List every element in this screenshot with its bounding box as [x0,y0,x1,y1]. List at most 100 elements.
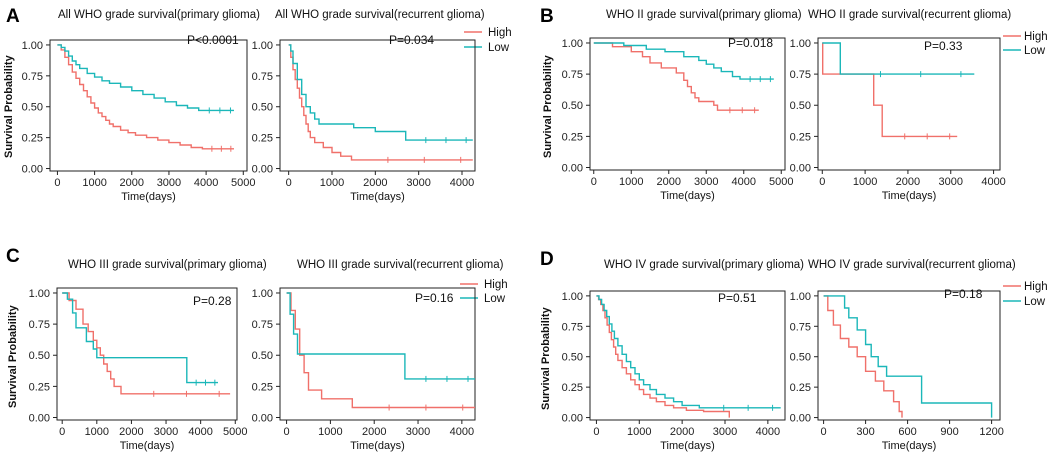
x-tick-label: 0 [591,176,597,188]
x-tick-label: 0 [821,426,827,438]
y-tick-label: 0.25 [790,131,811,143]
y-tick-label: 1.00 [562,291,583,303]
y-tick-label: 0.75 [22,71,43,83]
legend-b-low-label: Low [1024,45,1046,57]
y-tick-label: 1.00 [29,288,50,300]
y-tick-label: 0.50 [22,102,43,114]
chart-title-d2: WHO IV grade survival(recurrent glioma) [808,259,1016,271]
x-tick-label: 2000 [896,176,920,188]
x-axis-label-d1: Time(days) [660,440,715,452]
y-tick-label: 0.75 [562,69,583,81]
legend-d-low-label: Low [1024,296,1046,308]
km-curve-low-d1 [596,295,781,409]
y-tick-label: 0.25 [252,133,273,145]
x-tick-label: 4000 [756,426,780,438]
y-tick-label: 1.00 [252,288,273,300]
plot-frame-b1 [589,37,786,171]
chart-title-a2: All WHO grade survival(recurrent glioma) [275,9,485,21]
y-tick-label: 0.25 [562,131,583,143]
y-tick-label: 0.50 [790,352,811,364]
x-tick-label: 5000 [223,426,247,438]
y-tick-label: 0.75 [252,71,273,83]
x-tick-label: 3000 [154,426,178,438]
x-tick-label: 5000 [231,177,255,189]
x-tick-label: 1000 [627,426,651,438]
y-tick-label: 0.00 [252,413,273,425]
x-tick-label: 3000 [406,177,430,189]
km-plot-b1: WHO II grade survival(primary glioma) P=0… [562,9,802,202]
plot-frame-a2 [279,39,476,172]
plot-frame-c2 [279,287,476,421]
y-tick-label: 0.75 [790,69,811,81]
x-axis-label-c1: Time(days) [120,440,175,452]
km-curve-low-c2 [286,292,475,380]
plot-frame-d2 [817,290,1001,421]
km-curve-low-b1 [593,42,774,80]
y-tick-label: 0.00 [790,163,811,175]
panel-letter-a: A [6,6,20,27]
p-value-d1: P=0.51 [718,291,757,305]
x-tick-label: 0 [54,177,60,189]
x-tick-label: 0 [284,426,290,438]
p-value-d2: P=0.18 [944,287,983,301]
km-curve-high-a1 [57,44,234,150]
km-curve-high-c1 [62,292,231,395]
plot-frame-a1 [49,39,248,172]
x-tick-label: 2000 [362,426,386,438]
km-curve-high-c2 [286,292,475,409]
p-value-c2: P=0.16 [415,291,454,305]
y-tick-label: 0.00 [29,413,50,425]
x-tick-label: 4000 [732,176,756,188]
y-tick-label: 0.00 [562,413,583,425]
km-plot-d1: WHO IV grade survival(primary glioma) P=0… [562,259,805,452]
x-tick-label: 0 [286,177,292,189]
y-tick-label: 0.50 [562,352,583,364]
p-value-c1: P=0.28 [193,294,232,308]
panel-letter-b: B [540,6,554,27]
y-tick-label: 0.00 [790,413,811,425]
x-tick-label: 5000 [769,176,793,188]
x-tick-label: 0 [819,176,825,188]
chart-title-d1: WHO IV grade survival(primary glioma) [604,259,804,271]
km-plot-a2: All WHO grade survival(recurrent glioma)… [252,9,485,203]
y-tick-label: 0.50 [29,350,50,362]
km-curve-high-a2 [288,44,473,161]
y-tick-label: 0.75 [790,321,811,333]
x-tick-label: 3000 [939,176,963,188]
y-tick-label: 0.25 [29,381,50,393]
km-curve-low-c1 [62,292,218,384]
x-tick-label: 4000 [450,426,474,438]
x-tick-label: 3000 [406,426,430,438]
x-tick-label: 2000 [119,426,143,438]
plot-frame-c1 [56,287,238,421]
y-tick-label: 0.25 [790,382,811,394]
x-tick-label: 1000 [85,426,109,438]
y-tick-label: 1.00 [790,291,811,303]
p-value-b2: P=0.33 [924,39,963,53]
y-tick-label: 1.00 [22,40,43,52]
x-tick-label: 1000 [619,176,643,188]
y-tick-label: 0.75 [29,319,50,331]
x-tick-label: 4000 [981,176,1005,188]
y-tick-label: 0.25 [562,382,583,394]
y-tick-label: 1.00 [252,40,273,52]
legend-a-low-label: Low [488,42,510,54]
x-axis-label-a1: Time(days) [121,191,176,203]
plot-frame-b2 [817,37,1001,171]
y-axis-label-c: Survival Probability [7,304,19,408]
legend-d-high-label: High [1024,281,1048,293]
legend-d: High Low [1003,281,1048,308]
y-tick-label: 0.50 [562,100,583,112]
y-tick-label: 0.75 [252,319,273,331]
x-tick-label: 4000 [188,426,212,438]
y-tick-label: 0.00 [562,163,583,175]
legend-c-low-label: Low [484,293,506,305]
legend-b: High Low [1003,31,1048,57]
x-tick-label: 1000 [320,177,344,189]
p-value-b1: P=0.018 [728,36,773,50]
x-tick-label: 2000 [657,176,681,188]
km-plot-c1: WHO III grade survival(primary glioma) P=… [29,259,267,452]
y-tick-label: 0.50 [252,350,273,362]
km-curve-low-d2 [823,295,993,418]
km-curve-low-a2 [288,44,473,141]
